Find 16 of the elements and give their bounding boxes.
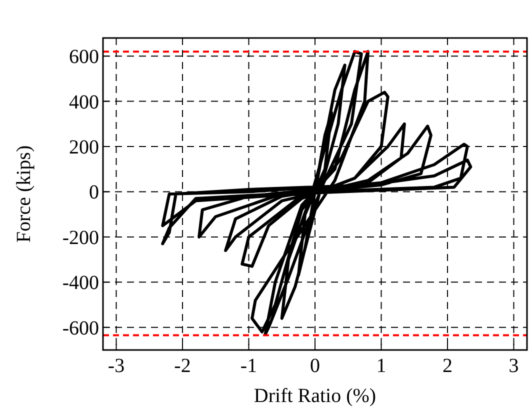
- x-tick-label: -3: [108, 355, 125, 377]
- y-tick-label: 200: [69, 136, 99, 159]
- y-tick-label: -600: [62, 317, 99, 340]
- x-tick-label: 3: [508, 355, 519, 377]
- y-tick-label: 400: [69, 91, 99, 114]
- y-tick-label: -400: [62, 272, 99, 294]
- x-tick-label: 1: [376, 355, 386, 377]
- x-tick-label: 2: [442, 355, 452, 377]
- y-axis-title: Force (kips): [13, 145, 35, 243]
- x-tick-label: -1: [240, 355, 258, 377]
- y-tick-label: 0: [89, 182, 99, 204]
- x-tick-label: 0: [310, 355, 320, 377]
- y-tick-label: -200: [62, 226, 99, 249]
- y-tick-label: 600: [69, 46, 99, 68]
- x-axis-title: Drift Ratio (%): [254, 385, 376, 407]
- x-tick-label: -2: [174, 355, 191, 377]
